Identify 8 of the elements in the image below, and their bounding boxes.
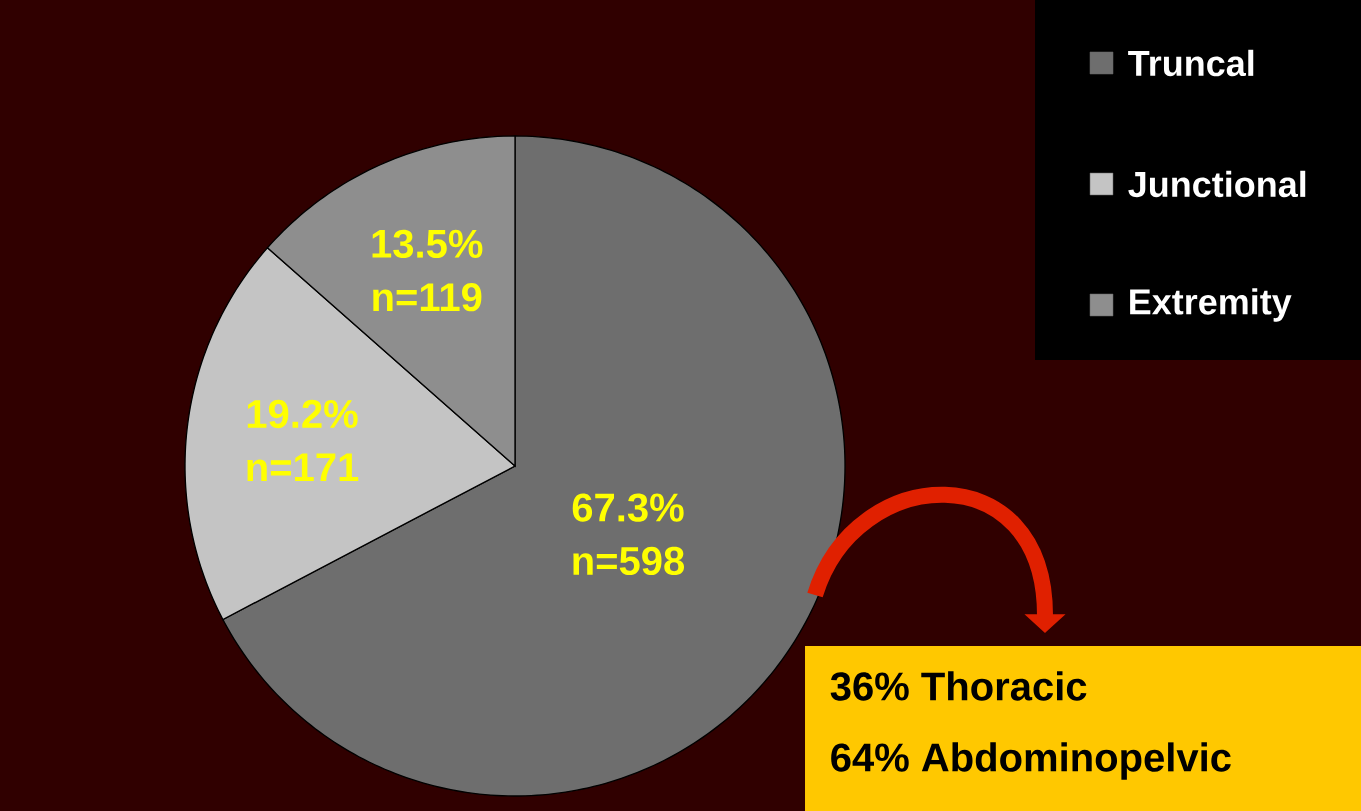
data-label: 19.2% n=171 [247,399,359,482]
text: 64% Abdominopelvic [831,742,1231,780]
legend-label: Extremity [1130,288,1292,322]
data-label: 13.5% n=119 [372,229,483,312]
text: 36% Thoracic [830,671,1087,701]
legend-label: Junctional [1128,170,1306,198]
data-label: 67.3% n=598 [572,493,685,576]
legend-label: Truncal [1128,49,1254,77]
